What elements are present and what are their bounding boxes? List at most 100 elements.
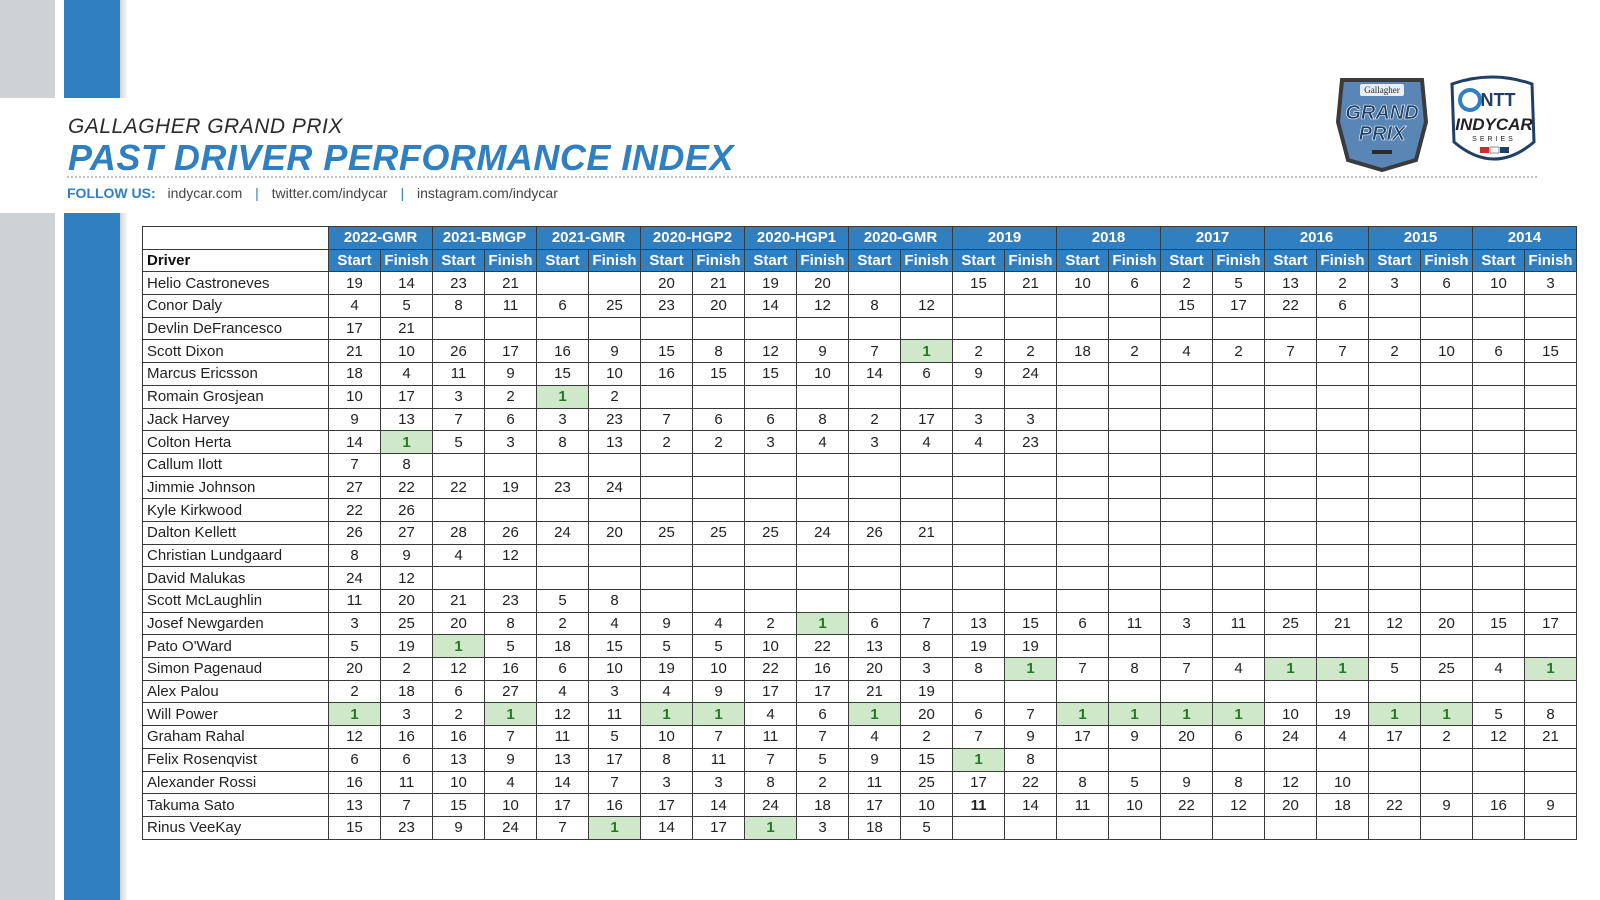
finish-position-cell: 10 (588, 657, 641, 681)
start-position-cell: 4 (848, 725, 901, 749)
start-position-cell (1472, 543, 1525, 568)
finish-position-cell (588, 543, 641, 568)
start-position-cell: 4 (328, 294, 381, 318)
start-position-cell: 6 (536, 294, 589, 318)
finish-column-header: Finish (1004, 248, 1057, 273)
finish-position-cell: 17 (1212, 294, 1265, 318)
start-position-cell: 4 (744, 702, 797, 727)
finish-position-cell: 9 (588, 339, 641, 364)
finish-position-cell: 3 (900, 657, 953, 681)
finish-position-cell: 6 (1108, 271, 1161, 296)
start-position-cell: 7 (640, 407, 693, 432)
finish-position-cell: 15 (1004, 611, 1057, 636)
start-position-cell (1056, 316, 1109, 341)
finish-position-cell (1316, 520, 1369, 545)
start-position-cell: 1 (848, 702, 901, 727)
start-position-cell (744, 384, 797, 409)
finish-position-cell (1524, 543, 1577, 568)
start-position-cell (640, 316, 693, 341)
driver-name-cell: Rinus VeeKay (142, 815, 329, 840)
finish-column-header: Finish (484, 248, 537, 273)
finish-position-cell: 25 (1420, 657, 1473, 681)
start-position-cell: 9 (1160, 770, 1213, 795)
grand-prix-logo-line2: PRIX (1359, 123, 1407, 145)
finish-position-cell: 27 (380, 520, 433, 545)
finish-position-cell: 21 (484, 271, 537, 296)
link-twitter[interactable]: twitter.com/indycar (271, 185, 388, 201)
finish-position-cell: 15 (692, 362, 745, 386)
start-position-cell: 15 (1472, 611, 1525, 636)
link-indycar[interactable]: indycar.com (167, 185, 243, 201)
finish-position-cell (1108, 815, 1161, 840)
start-position-cell (1472, 634, 1525, 659)
start-position-cell (848, 566, 901, 590)
start-position-cell: 17 (328, 316, 381, 341)
start-position-cell: 12 (1368, 611, 1421, 636)
start-position-cell (1264, 747, 1317, 772)
start-position-cell: 10 (1264, 702, 1317, 727)
finish-position-cell: 2 (588, 384, 641, 409)
start-position-cell: 2 (432, 702, 485, 727)
finish-position-cell (1524, 566, 1577, 590)
start-position-cell (1160, 362, 1213, 386)
start-position-cell: 12 (432, 657, 485, 681)
finish-position-cell (1108, 475, 1161, 500)
finish-position-cell: 8 (1108, 657, 1161, 681)
start-position-cell (1160, 498, 1213, 522)
sponsor-logos: Gallagher GRAND PRIX NTT INDYCAR SERIES (1334, 72, 1544, 173)
start-position-cell: 7 (536, 815, 589, 840)
finish-position-cell: 11 (484, 294, 537, 318)
finish-position-cell: 5 (900, 815, 953, 840)
divider (67, 176, 1537, 178)
finish-position-cell: 1 (1108, 702, 1161, 727)
start-position-cell (1056, 362, 1109, 386)
finish-column-header: Finish (380, 248, 433, 273)
link-instagram[interactable]: instagram.com/indycar (417, 185, 558, 201)
start-position-cell: 5 (536, 589, 589, 613)
finish-position-cell: 23 (588, 407, 641, 432)
start-position-cell (1368, 407, 1421, 432)
start-position-cell: 11 (952, 793, 1005, 817)
start-position-cell (1160, 589, 1213, 613)
driver-name-cell: Callum Ilott (142, 452, 329, 477)
finish-position-cell: 6 (1212, 725, 1265, 749)
finish-position-cell (1004, 452, 1057, 477)
driver-name-cell: Takuma Sato (142, 793, 329, 817)
finish-position-cell: 9 (692, 679, 745, 704)
finish-position-cell (1420, 566, 1473, 590)
start-position-cell: 6 (952, 702, 1005, 727)
start-position-cell (1160, 384, 1213, 409)
start-position-cell (536, 271, 589, 296)
finish-position-cell: 25 (692, 520, 745, 545)
start-position-cell: 12 (1264, 770, 1317, 795)
start-column-header: Start (744, 248, 797, 273)
start-position-cell (1472, 316, 1525, 341)
driver-name-cell: Simon Pagenaud (142, 657, 329, 681)
start-position-cell (952, 475, 1005, 500)
driver-name-cell: Colton Herta (142, 430, 329, 454)
finish-position-cell: 10 (1420, 339, 1473, 364)
link-separator: | (255, 185, 259, 201)
finish-position-cell (588, 271, 641, 296)
finish-position-cell: 15 (588, 634, 641, 659)
start-position-cell (1472, 566, 1525, 590)
start-position-cell: 13 (328, 793, 381, 817)
start-position-cell: 24 (536, 520, 589, 545)
finish-position-cell (1004, 384, 1057, 409)
finish-position-cell (1316, 362, 1369, 386)
finish-position-cell (692, 316, 745, 341)
start-position-cell: 6 (536, 657, 589, 681)
start-position-cell (1368, 294, 1421, 318)
start-position-cell (952, 384, 1005, 409)
start-position-cell: 1 (432, 634, 485, 659)
finish-position-cell (1420, 770, 1473, 795)
finish-position-cell (1212, 543, 1265, 568)
decor-shadow-top (120, 0, 128, 98)
indycar-logo-series: SERIES (1472, 136, 1516, 143)
page-eyebrow: GALLAGHER GRAND PRIX (68, 115, 343, 138)
start-position-cell (1056, 747, 1109, 772)
start-position-cell (1472, 589, 1525, 613)
start-position-cell: 16 (328, 770, 381, 795)
start-position-cell (1056, 430, 1109, 454)
start-position-cell (1368, 634, 1421, 659)
